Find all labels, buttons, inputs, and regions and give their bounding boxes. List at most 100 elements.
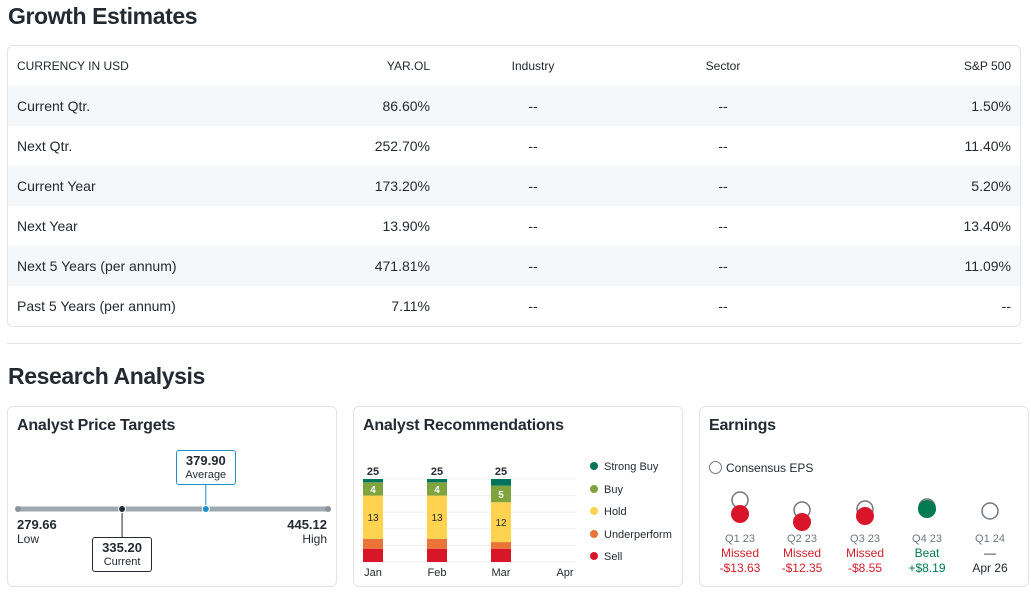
quarter-label: Q4 23 [912, 533, 942, 545]
growth-estimates-heading: Growth Estimates [8, 3, 198, 29]
table-row: Past 5 Years (per annum) 7.11% -- -- -- [8, 286, 1020, 326]
bar-total-label: 25 [431, 466, 443, 478]
current-price-label: Current [103, 556, 141, 568]
high-target-label: High [302, 532, 327, 546]
analyst-recommendations-card[interactable]: Analyst Recommendations 25 4 13 25 4 13 25 5 12 J… [353, 406, 683, 587]
legend-swatch [590, 484, 598, 493]
bar-total-label: 25 [367, 466, 379, 478]
analyst-price-targets-card[interactable]: Analyst Price Targets 279.66 Low 445.12 … [7, 406, 337, 587]
column-header-sector: Sector [705, 59, 741, 73]
earnings-status: Missed [782, 546, 821, 560]
actual-eps-marker[interactable] [918, 500, 936, 518]
legend-swatch [590, 462, 598, 470]
sector-value: -- [718, 298, 728, 314]
legend-label: Hold [604, 506, 627, 518]
bar-segment-underperform[interactable] [363, 538, 383, 549]
table-row: Next Year 13.90% -- -- 13.40% [8, 206, 1020, 246]
average-marker[interactable] [201, 505, 210, 513]
current-marker[interactable] [118, 505, 127, 513]
actual-eps-marker[interactable] [856, 507, 874, 525]
legend-item: Buy [590, 484, 623, 496]
low-target: 279.66 Low [17, 517, 57, 546]
price-target-range-chart [15, 485, 331, 538]
bar-segment-hold[interactable] [427, 495, 447, 539]
quarter-label: Q2 23 [787, 533, 817, 545]
bar-segment-hold[interactable] [491, 502, 511, 543]
month-tick-label: Apr [556, 567, 573, 579]
bar-segment-buy[interactable] [363, 482, 383, 496]
bar-segment-buy[interactable] [491, 485, 511, 503]
legend-item: Hold [590, 506, 627, 518]
legend-swatch [590, 529, 598, 538]
low-target-label: Low [17, 532, 40, 546]
ticker-value: 252.70% [374, 138, 430, 154]
earnings-surprise: -$12.35 [781, 561, 823, 575]
growth-table: CURRENCY IN USD YAR.OL Industry Sector S… [8, 46, 1020, 326]
row-label: Current Qtr. [8, 86, 248, 126]
row-label: Past 5 Years (per annum) [17, 298, 176, 314]
quarter-label: Q1 24 [975, 533, 1005, 545]
legend-swatch [590, 552, 598, 560]
section-divider [7, 343, 1021, 344]
high-endpoint [325, 506, 331, 512]
sp500-value: 5.20% [818, 166, 1020, 206]
legend-label: Underperform [604, 528, 672, 541]
bar-segment-underperform[interactable] [427, 538, 447, 549]
column-header-industry: Industry [511, 59, 555, 73]
industry-value: -- [438, 166, 628, 206]
bar-segment-strong-buy[interactable] [491, 479, 511, 486]
bar-segment-strong-buy[interactable] [427, 479, 447, 483]
legend-item: Underperform [590, 529, 672, 541]
actual-eps-marker[interactable] [731, 505, 749, 523]
sector-value: -- [628, 246, 818, 286]
consensus-eps-marker[interactable] [981, 502, 999, 520]
industry-value: -- [438, 246, 628, 286]
earnings-card[interactable]: Earnings Consensus EPS Q1 23 Missed -$13.6… [699, 406, 1029, 587]
quarter-label: Q3 23 [850, 533, 880, 545]
research-analysis-heading: Research Analysis [8, 363, 205, 389]
sp500-value: 13.40% [963, 218, 1011, 234]
bar-segment-sell[interactable] [363, 548, 383, 562]
earnings-quarter: Q3 23 Missed -$8.55 [840, 532, 890, 576]
earnings-surprise: -$13.63 [719, 561, 761, 575]
average-target-box: 379.90 Average [175, 450, 236, 485]
row-label: Next Year [17, 218, 78, 234]
column-header-sp500: S&P 500 [963, 59, 1011, 73]
bar-segment-underperform[interactable] [491, 542, 511, 549]
bar-buy-label: 5 [498, 490, 504, 501]
bar-hold-label: 12 [495, 518, 507, 529]
ticker-value: 173.20% [248, 166, 438, 206]
legend-label: Buy [604, 483, 623, 496]
bar-segment-sell[interactable] [491, 548, 511, 562]
industry-value: -- [438, 86, 628, 126]
actual-eps-marker[interactable] [793, 513, 811, 531]
price-targets-title[interactable]: Analyst Price Targets [17, 417, 176, 434]
bar-segment-hold[interactable] [363, 495, 383, 539]
table-row: Current Qtr. 86.60% -- -- 1.50% [8, 86, 1020, 126]
column-header-currency: CURRENCY IN USD [17, 59, 129, 73]
earnings-title[interactable]: Earnings [709, 417, 776, 434]
table-row: Current Year 173.20% -- -- 5.20% [8, 166, 1020, 206]
earnings-dot-chart [731, 491, 999, 531]
row-label: Next Qtr. [17, 138, 73, 154]
sector-value: -- [718, 218, 728, 234]
high-target-value: 445.12 [287, 517, 327, 532]
sp500-value: 1.50% [818, 86, 1020, 126]
bar-hold-label: 13 [431, 513, 443, 524]
earnings-surprise: -$8.55 [847, 561, 883, 575]
bar-segment-buy[interactable] [427, 482, 447, 496]
ticker-value: 13.90% [382, 218, 430, 234]
sp500-value: 11.40% [964, 138, 1011, 154]
bar-segment-sell[interactable] [427, 548, 447, 562]
recommendations-title[interactable]: Analyst Recommendations [363, 417, 564, 434]
row-label: Next 5 Years (per annum) [8, 246, 248, 286]
low-endpoint [15, 506, 21, 512]
average-target-value: 379.90 [185, 453, 226, 468]
consensus-eps-legend: Consensus EPS [709, 461, 813, 475]
row-label: Current Year [8, 166, 248, 206]
bar-buy-label: 4 [370, 485, 376, 496]
table-header-row: CURRENCY IN USD YAR.OL Industry Sector S… [8, 46, 1020, 86]
legend-item: Sell [590, 551, 622, 563]
ticker-value: 471.81% [248, 246, 438, 286]
bar-segment-strong-buy[interactable] [363, 479, 383, 483]
